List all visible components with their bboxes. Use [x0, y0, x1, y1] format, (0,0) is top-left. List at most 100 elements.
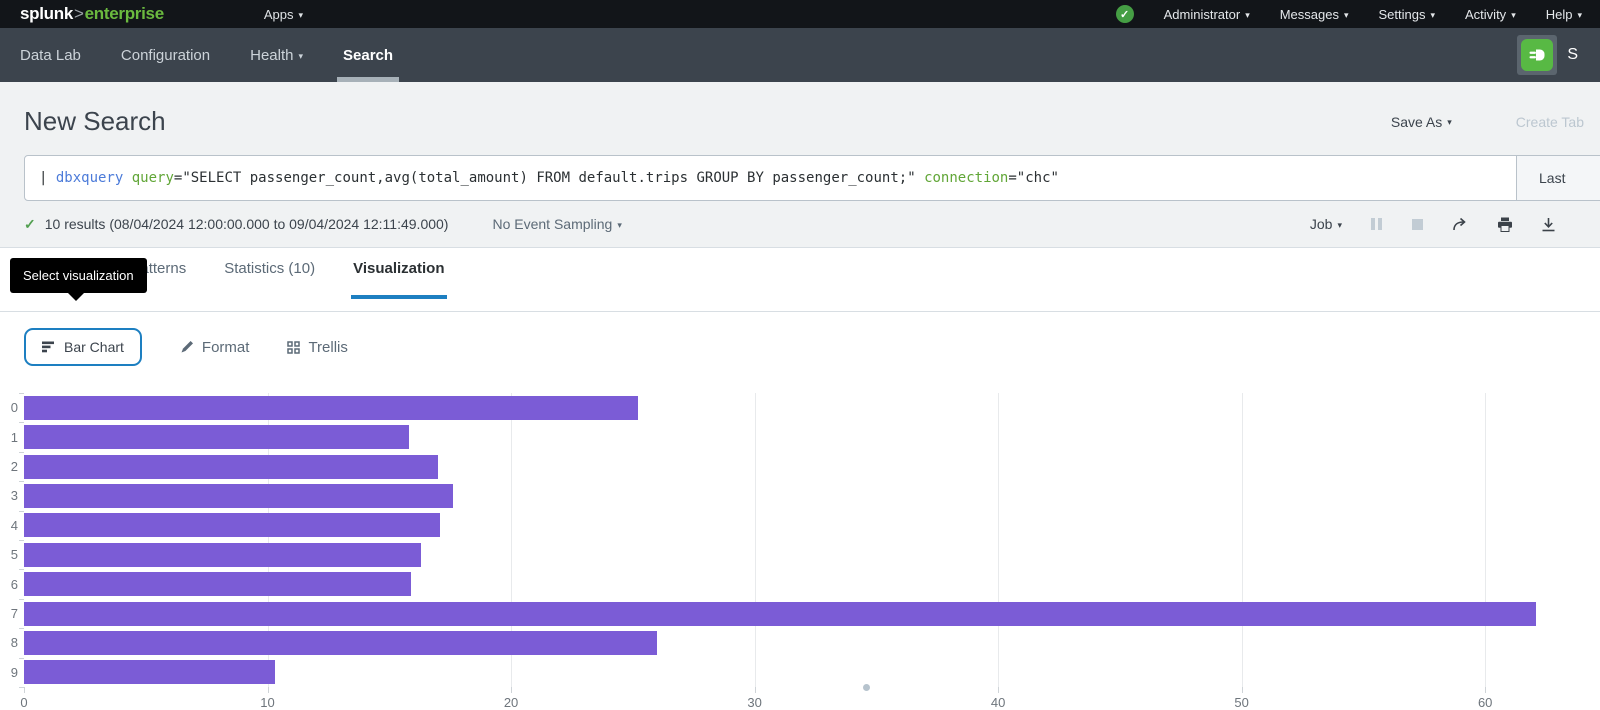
chart-type-label: Bar Chart	[64, 339, 124, 355]
chevron-down-icon: ▾	[617, 219, 622, 230]
search-input[interactable]: | dbxquery query="SELECT passenger_count…	[39, 170, 1059, 186]
results-bar: ✓ 10 results (08/04/2024 12:00:00.000 to…	[0, 201, 1600, 248]
menu-messages[interactable]: Messages ▾	[1279, 6, 1349, 22]
format-button[interactable]: Format	[180, 339, 249, 356]
bar-0[interactable]	[24, 395, 638, 420]
chart-row	[24, 599, 1568, 628]
chevron-down-icon: ▾	[298, 50, 304, 61]
tab-statistics-10[interactable]: Statistics (10)	[224, 260, 316, 277]
bar-3[interactable]	[24, 483, 453, 508]
x-axis-tick	[1241, 687, 1243, 693]
x-axis-label: 50	[1234, 695, 1249, 710]
chart-row	[24, 658, 1568, 687]
nav-item-data-lab[interactable]: Data Lab	[20, 46, 81, 64]
app-nav-items: Data Lab Configuration Health ▾ Search	[20, 28, 433, 82]
y-axis-tick	[19, 540, 24, 541]
chart-row	[24, 540, 1568, 569]
job-controls: Job ▾	[1310, 216, 1556, 232]
success-check-icon: ✓	[24, 215, 36, 232]
trellis-button[interactable]: Trellis	[287, 339, 348, 356]
save-as-label: Save As	[1390, 113, 1443, 130]
app-switcher[interactable]: S	[1517, 35, 1600, 75]
job-menu[interactable]: Job ▾	[1310, 216, 1342, 232]
y-axis-label: 7	[10, 606, 18, 622]
scroll-indicator-dot[interactable]	[863, 684, 870, 691]
menu-help[interactable]: Help ▾	[1545, 6, 1582, 22]
tab-visualization[interactable]: Visualization	[351, 260, 447, 299]
bar-6[interactable]	[24, 572, 412, 597]
x-axis-label: 30	[747, 695, 762, 710]
event-sampling-menu[interactable]: No Event Sampling ▾	[492, 216, 621, 232]
chevron-down-icon: ▾	[1245, 9, 1250, 20]
gridline	[1485, 393, 1487, 687]
y-axis-label: 2	[10, 459, 18, 475]
y-axis-tick	[19, 451, 24, 453]
bar-9[interactable]	[24, 660, 275, 685]
search-bar[interactable]: | dbxquery query="SELECT passenger_count…	[24, 155, 1600, 201]
bar-7[interactable]	[24, 601, 1537, 626]
logo-separator: >	[74, 4, 84, 23]
x-axis-label: 60	[1477, 695, 1493, 710]
chart-type-button[interactable]: Bar Chart	[24, 328, 142, 366]
page-title: New Search	[24, 106, 166, 136]
chevron-down-icon: ▾	[1430, 9, 1436, 20]
y-axis-labels: 0 1 2 3 4 5 6 7 8 9	[4, 393, 18, 687]
bar-5[interactable]	[24, 542, 421, 567]
y-axis-label: 9	[10, 664, 18, 680]
y-axis-label: 3	[10, 488, 18, 504]
trellis-grid-icon	[287, 340, 301, 354]
y-axis-label: 6	[10, 576, 18, 592]
bar-8[interactable]	[24, 630, 658, 655]
plug-icon	[1521, 39, 1554, 71]
x-axis-tick	[267, 687, 269, 693]
nav-item-health[interactable]: Health ▾	[250, 46, 304, 64]
bar-1[interactable]	[24, 425, 409, 450]
print-icon[interactable]	[1497, 217, 1513, 232]
x-axis-tick	[998, 687, 1000, 693]
time-range-label: Last	[1539, 170, 1566, 186]
time-range-picker[interactable]: Last	[1516, 156, 1600, 200]
create-table-button[interactable]: Create Tab	[1515, 113, 1584, 130]
chart-row	[24, 628, 1568, 657]
y-axis-tick	[19, 422, 24, 424]
y-axis-label: 0	[10, 400, 18, 416]
nav-item-search[interactable]: Search	[337, 28, 400, 82]
menu-settings[interactable]: Settings ▾	[1378, 6, 1436, 22]
gridline	[511, 393, 513, 687]
y-axis-tick	[19, 687, 24, 688]
logo-product: enterprise	[84, 4, 165, 23]
menu-activity[interactable]: Activity ▾	[1465, 6, 1516, 22]
apps-menu-label: Apps	[263, 6, 294, 22]
gridline	[754, 393, 756, 687]
splunk-logo[interactable]: splunk > enterprise	[20, 4, 164, 24]
bar-4[interactable]	[24, 513, 441, 538]
export-icon[interactable]	[1541, 217, 1556, 232]
menu-administrator[interactable]: Administrator ▾	[1163, 6, 1250, 22]
stop-icon[interactable]	[1411, 218, 1424, 231]
apps-menu[interactable]: Apps ▾	[264, 7, 303, 22]
check-circle-icon: ✓	[1115, 5, 1134, 23]
y-axis-label: 8	[10, 635, 18, 651]
pause-icon[interactable]	[1370, 217, 1383, 231]
top-bar: splunk > enterprise Apps ▾ ✓ Administrat…	[0, 0, 1600, 28]
visualization-toolbar: Bar Chart Format Trellis	[0, 312, 1600, 373]
tooltip-text: Select visualization	[23, 268, 134, 283]
share-icon[interactable]	[1452, 217, 1469, 232]
x-axis-label: 40	[990, 695, 1006, 710]
chart-row	[24, 511, 1568, 540]
gridline	[267, 393, 269, 687]
results-status: 10 results (08/04/2024 12:00:00.000 to 0…	[44, 216, 449, 232]
chart-row	[24, 569, 1568, 598]
plot-area	[24, 393, 1568, 687]
save-as-button[interactable]: Save As ▾	[1391, 114, 1452, 130]
x-axis-tick	[1485, 687, 1487, 693]
chevron-down-icon: ▾	[1447, 117, 1452, 127]
y-axis-tick	[19, 510, 24, 512]
chart-row	[24, 422, 1568, 451]
y-axis-tick	[19, 393, 24, 394]
nav-item-configuration[interactable]: Configuration	[120, 46, 211, 64]
app-name: S	[1567, 46, 1578, 63]
chevron-down-icon: ▾	[1343, 9, 1349, 20]
bar-2[interactable]	[24, 454, 438, 479]
